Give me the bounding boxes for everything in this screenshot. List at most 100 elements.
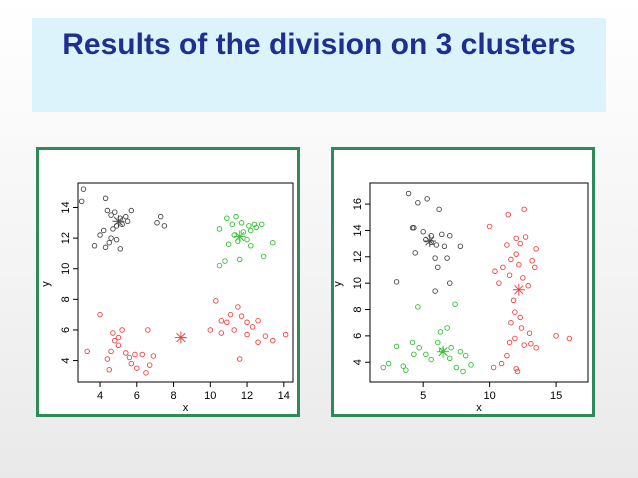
data-point	[553, 333, 559, 339]
chart-panel-left: 4 6 8 10 12 14 4 6 8 10 12 14 x y	[36, 147, 300, 417]
data-point	[115, 334, 122, 341]
data-point	[259, 221, 265, 228]
data-point	[229, 221, 236, 228]
x-tick-label: 6	[134, 390, 140, 402]
data-point	[216, 262, 223, 269]
data-point	[97, 311, 103, 318]
plot-frame	[369, 182, 589, 383]
data-point	[513, 251, 519, 257]
data-point	[437, 329, 444, 335]
data-point	[444, 255, 450, 261]
data-point	[255, 318, 261, 324]
data-point	[468, 362, 474, 368]
y-tick-label: 4	[60, 358, 72, 364]
y-tick-label: 12	[60, 232, 72, 244]
data-point	[100, 227, 107, 234]
x-tick-label: 8	[170, 390, 176, 402]
data-point	[78, 198, 85, 205]
data-point	[255, 339, 261, 345]
data-point	[128, 360, 135, 367]
y-tick-label: 12	[352, 251, 364, 263]
y-tick-label: 6	[352, 333, 364, 339]
y-tick-label: 8	[60, 296, 72, 302]
data-point	[128, 207, 135, 214]
data-point	[102, 195, 109, 202]
data-point	[238, 220, 245, 226]
data-point	[405, 190, 412, 197]
data-point	[490, 364, 497, 371]
data-point	[104, 207, 111, 214]
data-point	[512, 309, 518, 315]
data-point	[514, 368, 521, 375]
data-point	[260, 253, 267, 260]
data-point	[517, 314, 523, 321]
data-point	[432, 288, 438, 294]
data-point	[139, 351, 146, 358]
data-point	[104, 356, 111, 362]
data-point	[235, 304, 241, 310]
data-point	[448, 344, 454, 351]
data-point	[244, 236, 250, 243]
data-point	[236, 356, 243, 362]
x-tick-label: 10	[484, 390, 496, 402]
data-point	[80, 186, 87, 192]
data-point	[244, 319, 250, 326]
data-point	[233, 213, 239, 220]
data-point	[566, 335, 573, 342]
data-point	[504, 352, 510, 359]
data-point	[123, 213, 129, 220]
data-point	[522, 234, 529, 240]
data-point	[224, 215, 230, 221]
x-tick-label: 5	[420, 390, 426, 402]
data-point	[117, 246, 124, 252]
data-point	[134, 365, 140, 371]
data-point	[525, 283, 531, 289]
data-point	[393, 279, 400, 285]
data-point	[124, 218, 131, 225]
data-point	[157, 213, 164, 220]
data-point	[393, 343, 400, 350]
data-point	[225, 241, 232, 247]
data-point	[457, 348, 464, 355]
data-point	[282, 331, 289, 338]
data-point	[236, 256, 243, 263]
centroid-marker	[512, 283, 525, 296]
data-point	[110, 226, 116, 232]
data-point	[119, 327, 125, 333]
data-point	[84, 348, 90, 355]
data-point	[145, 327, 151, 333]
data-point	[508, 256, 514, 263]
data-point	[447, 355, 453, 362]
data-point	[247, 227, 254, 234]
data-point	[436, 206, 442, 213]
data-point	[529, 258, 535, 264]
data-point	[533, 246, 539, 252]
data-point	[500, 264, 506, 271]
data-point	[106, 239, 112, 246]
data-point	[462, 352, 469, 359]
data-point	[385, 360, 392, 367]
data-point	[112, 209, 118, 215]
data-point	[439, 231, 445, 238]
y-tick-label: 4	[352, 359, 364, 365]
data-point	[411, 225, 417, 231]
data-point	[403, 367, 409, 373]
data-point	[504, 242, 510, 248]
data-point	[420, 229, 426, 235]
data-point	[526, 330, 533, 336]
data-point	[416, 344, 422, 351]
data-point	[270, 239, 276, 246]
data-point	[106, 367, 112, 373]
data-point	[516, 261, 522, 268]
data-point	[231, 327, 237, 333]
data-point	[492, 268, 498, 275]
data-point	[380, 364, 387, 371]
centroid-marker	[233, 230, 246, 243]
data-point	[521, 342, 527, 348]
data-point	[216, 226, 223, 232]
data-point	[518, 325, 525, 331]
chart-panel-right: 5 10 15 4 6 8 10 12 14 16 x y	[331, 147, 595, 417]
y-axis-label: y	[334, 281, 344, 287]
data-point	[146, 362, 153, 368]
data-point	[224, 319, 230, 326]
